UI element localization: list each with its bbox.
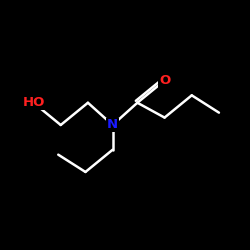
Text: HO: HO [22, 96, 45, 109]
Text: O: O [159, 74, 170, 87]
Text: N: N [107, 118, 118, 132]
